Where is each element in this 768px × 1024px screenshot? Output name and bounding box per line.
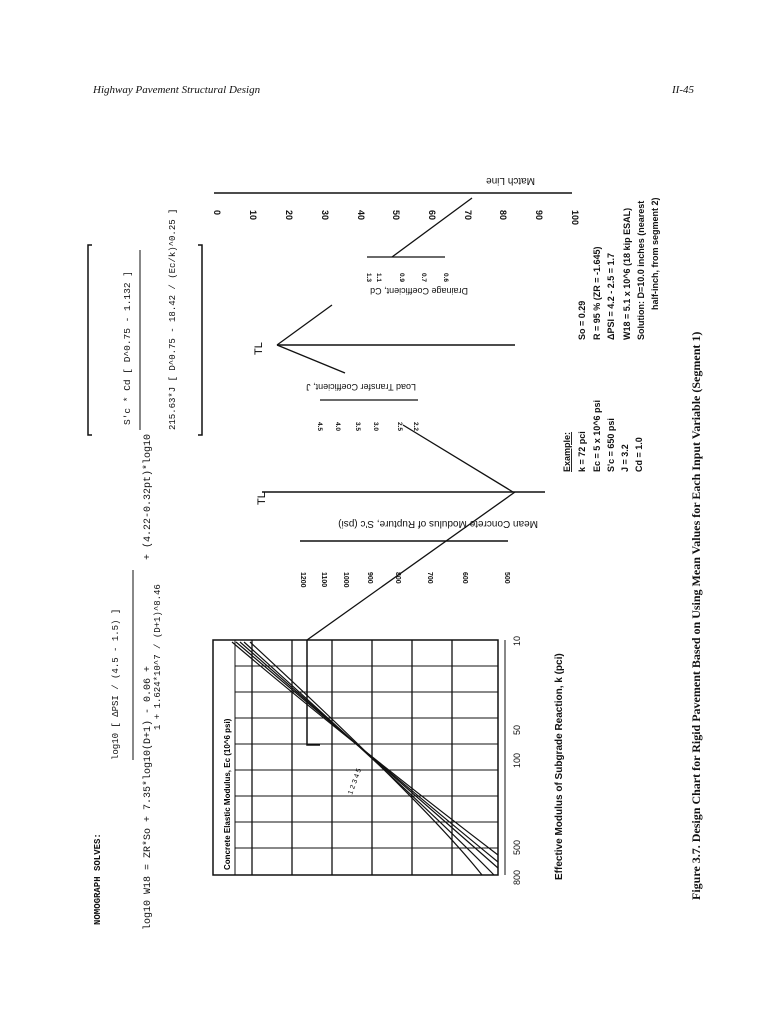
match-line-title: Match Line [486,175,535,186]
equation-term2-prefix: + (4.22-0.32pt)*log10 [142,434,154,560]
tl-label-1: TL [256,492,268,505]
svg-text:50: 50 [512,725,522,735]
svg-text:4.5: 4.5 [316,422,323,431]
svg-text:2.2: 2.2 [412,422,419,431]
match-line-axis: 0 10 20 30 40 50 60 70 80 90 100 Match L… [212,175,580,225]
svg-text:k = 72 pci: k = 72 pci [577,431,587,472]
svg-text:100: 100 [512,753,522,768]
svg-text:0.9: 0.9 [398,273,405,282]
load-transfer-axis: 4.5 4.0 3.5 3.0 2.5 2.2 Load Transfer Co… [306,382,419,431]
load-transfer-title: Load Transfer Coefficient, J [306,382,416,392]
svg-text:10: 10 [512,636,522,646]
figure-caption: Figure 3.7. Design Chart for Rigid Pavem… [689,332,703,900]
svg-text:0: 0 [212,210,222,215]
running-title: Highway Pavement Structural Design [93,84,261,96]
svg-text:700: 700 [426,572,433,584]
svg-text:600: 600 [461,572,468,584]
svg-text:0.6: 0.6 [442,273,449,282]
k-axis: 10 50 100 500 800 Effective Modulus of S… [504,636,565,885]
svg-text:ΔPSI = 4.2 - 2.5 = 1.7: ΔPSI = 4.2 - 2.5 = 1.7 [606,253,616,340]
svg-text:1100: 1100 [320,572,327,587]
svg-text:1.3: 1.3 [365,273,372,282]
svg-text:900: 900 [366,572,373,584]
equation-heading: NOMOGRAPH SOLVES: [93,833,103,925]
svg-text:S'c = 650 psi: S'c = 650 psi [606,418,616,472]
svg-text:500: 500 [512,840,522,855]
rupture-axis-title: Mean Concrete Modulus of Rupture, S'c (p… [338,518,538,529]
drainage-axis: 1.3 1.1 0.9 0.7 0.6 Drainage Coefficient… [365,256,468,296]
svg-text:30: 30 [320,210,330,220]
svg-text:60: 60 [427,210,437,220]
svg-text:70: 70 [463,210,473,220]
svg-text:20: 20 [284,210,294,220]
svg-text:1000: 1000 [342,572,349,588]
grid-title: Concrete Elastic Modulus, Ec (10^6 psi) [223,718,232,870]
rupture-axis: 1200 1100 1000 900 800 700 600 500 Mean … [299,518,538,588]
svg-text:1 2 3 4 5: 1 2 3 4 5 [347,768,363,796]
svg-text:So = 0.29: So = 0.29 [577,301,587,340]
svg-text:2.5: 2.5 [396,422,403,431]
equation-term1-denominator: 1 + 1.624*10^7 / (D+1)^8.46 [153,584,163,730]
svg-text:800: 800 [394,572,401,584]
example-block: Example: k = 72 pci Ec = 5 x 10^6 psi S'… [562,197,660,472]
equation-term2-denominator: 215.63*J [ D^0.75 - 18.42 / (Ec/k)^0.25 … [168,209,178,430]
svg-text:4.0: 4.0 [334,422,341,431]
tl-label-2: TL [253,342,265,355]
svg-text:100: 100 [570,210,580,225]
svg-text:Solution: D=10.0 inches (nea: Solution: D=10.0 inches (nearest [636,201,646,340]
elastic-modulus-grid: 1 2 3 4 5 Concrete Elastic Modulus, Ec (… [212,639,499,876]
k-axis-title: Effective Modulus of Subgrade Reaction, … [554,653,565,880]
svg-text:1200: 1200 [299,572,306,588]
page-number: II-45 [672,84,694,96]
svg-text:3.5: 3.5 [354,422,361,431]
svg-text:40: 40 [356,210,366,220]
svg-text:10: 10 [248,210,258,220]
svg-text:1.1: 1.1 [375,273,382,282]
svg-text:Cd = 1.0: Cd = 1.0 [634,437,644,472]
equation-term1-numerator: log10 [ ΔPSI / (4.5 - 1.5) ] [111,609,121,760]
svg-text:500: 500 [503,572,510,584]
svg-text:W18 = 5.1 x 10^6 (18 kip ESAL): W18 = 5.1 x 10^6 (18 kip ESAL) [622,208,632,340]
svg-text:half-inch, from segment 2): half-inch, from segment 2) [650,197,660,310]
svg-text:Load Transfer Coefficient, J: Load Transfer Coefficient, J [306,382,416,392]
svg-text:90: 90 [534,210,544,220]
svg-text:80: 80 [498,210,508,220]
equation-term2-numerator: S'c * Cd [ D^0.75 - 1.132 ] [122,271,133,425]
svg-text:R = 95 % (ZR = -1.645): R = 95 % (ZR = -1.645) [592,246,602,340]
svg-text:J = 3.2: J = 3.2 [620,444,630,472]
equation-lhs: log10 W18 = ZR*So + 7.35*log10(D+1) - 0.… [142,666,154,930]
svg-text:3.0: 3.0 [372,422,379,431]
equation-block: NOMOGRAPH SOLVES: log10 W18 = ZR*So + 7.… [87,209,203,930]
svg-text:Ec = 5 x 10^6 psi: Ec = 5 x 10^6 psi [592,400,602,472]
svg-text:0.7: 0.7 [420,273,427,282]
svg-text:800: 800 [512,870,522,885]
example-heading: Example: [562,432,572,472]
svg-text:50: 50 [391,210,401,220]
drainage-title: Drainage Coefficient, Cd [370,286,468,296]
